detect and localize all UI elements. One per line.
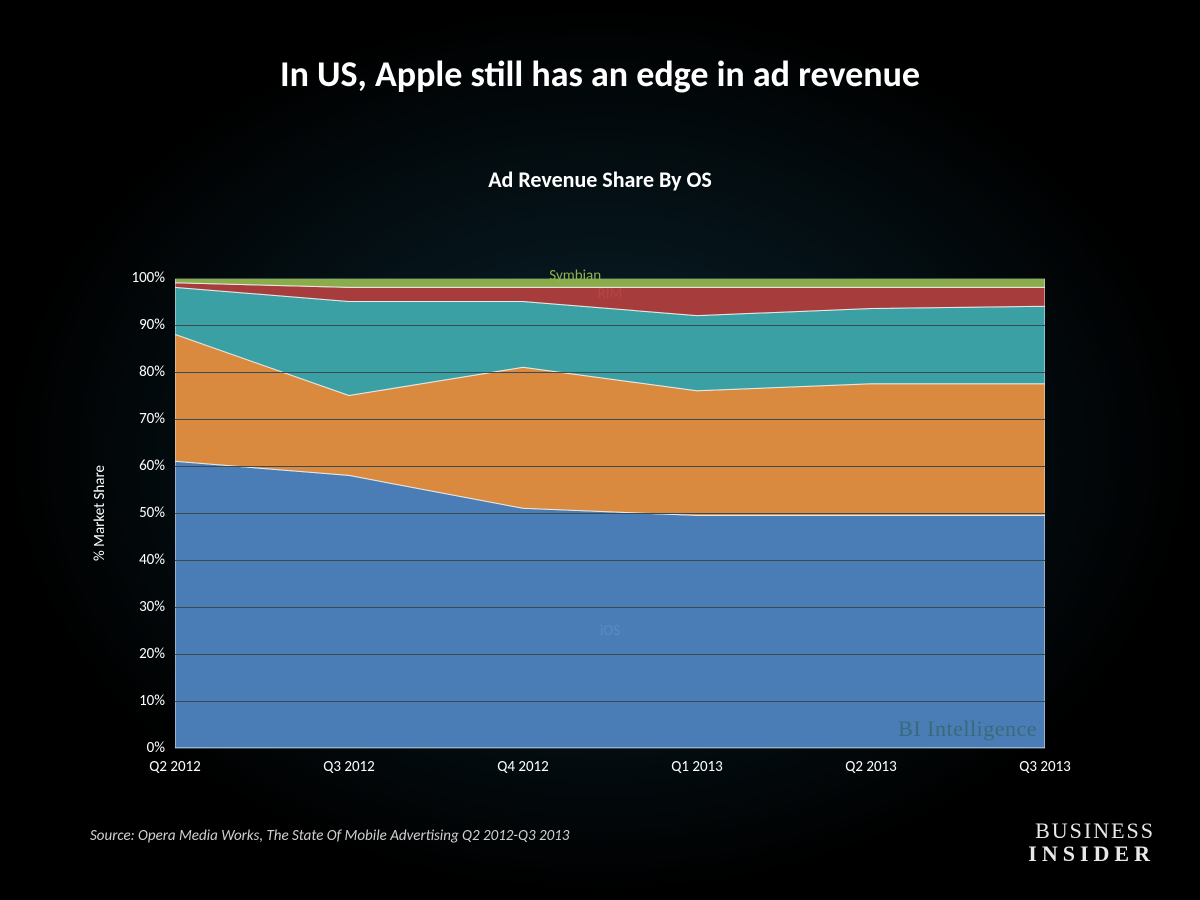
y-axis-label: % Market Share (91, 465, 109, 561)
y-tick-label: 20% (139, 645, 175, 663)
area-chart: % Market Share BI Intelligence 0%10%20%3… (175, 278, 1045, 748)
gridline (175, 560, 1045, 561)
watermark: BI Intelligence (898, 716, 1037, 742)
x-tick-label: Q1 2013 (671, 748, 723, 776)
chart-title: Ad Revenue Share By OS (0, 166, 1200, 193)
gridline (175, 513, 1045, 514)
y-tick-label: 80% (139, 363, 175, 381)
area-series (175, 278, 1045, 287)
gridline (175, 607, 1045, 608)
y-tick-label: 10% (139, 692, 175, 710)
source-text: Source: Opera Media Works, The State Of … (90, 827, 569, 845)
y-tick-label: 30% (139, 598, 175, 616)
y-tick-label: 60% (139, 457, 175, 475)
gridline (175, 278, 1045, 279)
gridline (175, 325, 1045, 326)
gridline (175, 466, 1045, 467)
x-tick-label: Q3 2012 (323, 748, 375, 776)
brand-line1: BUSINESS (1028, 819, 1155, 842)
x-tick-label: Q2 2013 (845, 748, 897, 776)
y-tick-label: 90% (139, 316, 175, 334)
gridline (175, 654, 1045, 655)
gridline (175, 419, 1045, 420)
y-tick-label: 50% (139, 504, 175, 522)
x-tick-label: Q4 2012 (497, 748, 549, 776)
x-tick-label: Q2 2012 (149, 748, 201, 776)
y-tick-label: 100% (131, 269, 175, 287)
y-tick-label: 40% (139, 551, 175, 569)
main-title: In US, Apple still has an edge in ad rev… (0, 0, 1200, 96)
gridline (175, 372, 1045, 373)
x-tick-label: Q3 2013 (1019, 748, 1071, 776)
brand-line2: INSIDER (1028, 842, 1155, 865)
gridline (175, 701, 1045, 702)
brand-logo: BUSINESS INSIDER (1028, 819, 1155, 865)
gridline (175, 748, 1045, 749)
y-tick-label: 70% (139, 410, 175, 428)
